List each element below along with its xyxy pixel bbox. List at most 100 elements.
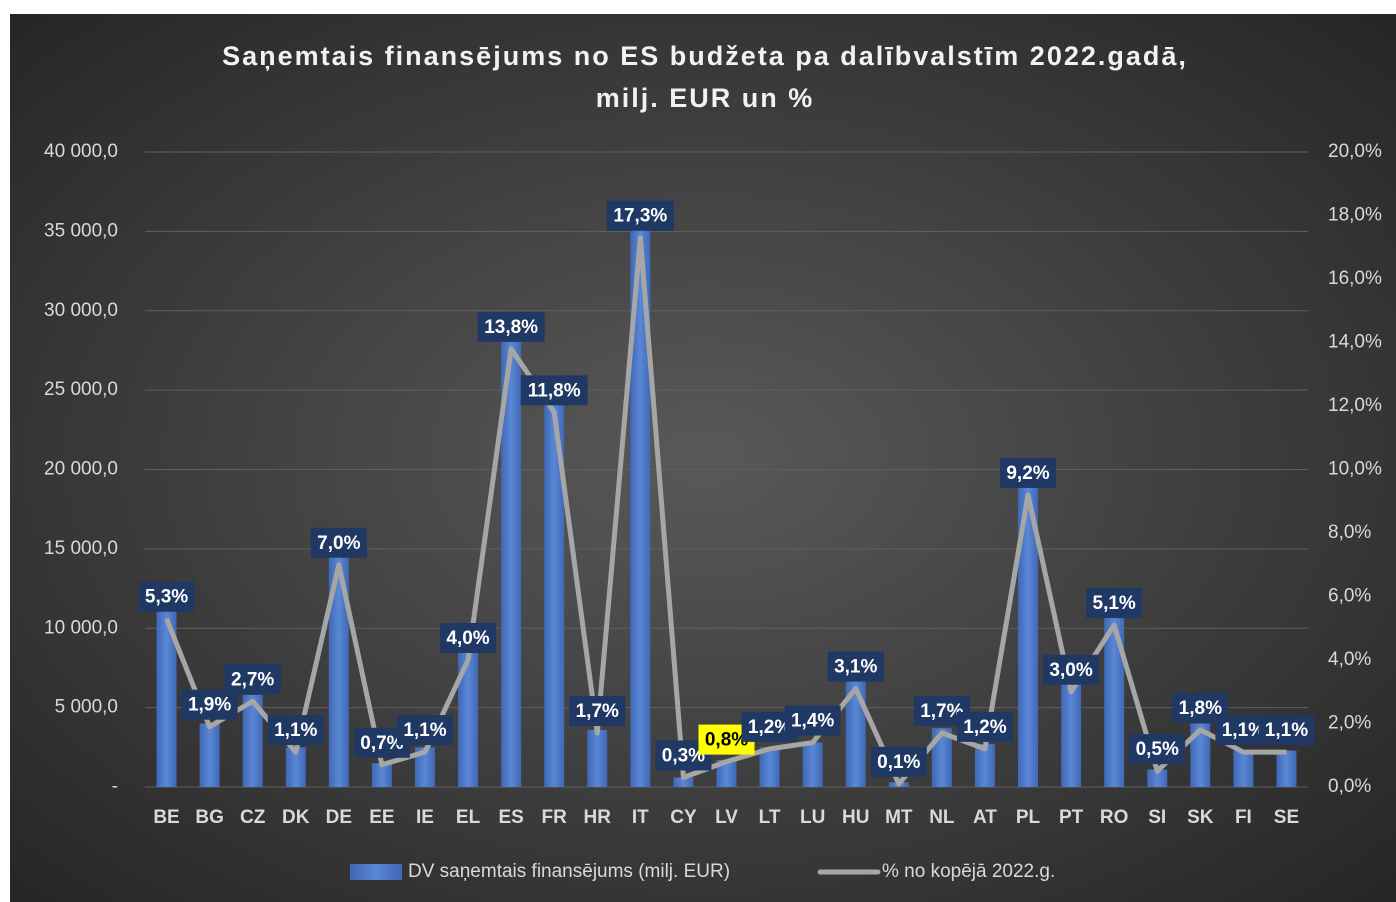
bar bbox=[501, 329, 522, 787]
data-label: 0,5% bbox=[1136, 739, 1179, 760]
data-label: 1,1% bbox=[1265, 720, 1308, 741]
bar bbox=[1061, 683, 1082, 787]
x-tick-label: PT bbox=[1059, 807, 1084, 828]
bar bbox=[156, 604, 177, 787]
bar bbox=[587, 729, 608, 787]
y-tick-label: 10 000,0 bbox=[44, 617, 118, 638]
data-label: 1,9% bbox=[188, 695, 231, 716]
data-label: 17,3% bbox=[613, 206, 667, 227]
x-tick-label: MT bbox=[885, 807, 913, 828]
data-label: 5,1% bbox=[1093, 593, 1136, 614]
x-tick-label: EE bbox=[369, 807, 394, 828]
data-label-box bbox=[267, 715, 324, 746]
bar bbox=[1104, 612, 1125, 787]
data-label: 0,8% bbox=[705, 730, 748, 751]
data-label-box bbox=[520, 375, 588, 406]
y2-tick-label: 2,0% bbox=[1328, 713, 1371, 734]
data-label: 1,4% bbox=[791, 711, 834, 732]
x-tick-label: BE bbox=[153, 807, 179, 828]
data-label: 3,0% bbox=[1049, 660, 1092, 681]
data-label: 1,7% bbox=[920, 701, 963, 722]
legend-swatch bbox=[350, 864, 402, 880]
bar bbox=[544, 394, 565, 787]
bar bbox=[630, 221, 651, 788]
y2-tick-label: 10,0% bbox=[1328, 459, 1382, 480]
data-label: 1,1% bbox=[1222, 720, 1265, 741]
x-tick-label: FR bbox=[542, 807, 568, 828]
y-tick-label: 35 000,0 bbox=[44, 220, 118, 241]
bar bbox=[458, 652, 479, 787]
x-tick-label: NL bbox=[929, 807, 955, 828]
bar bbox=[242, 694, 263, 787]
bar bbox=[1018, 477, 1039, 787]
x-tick-label: EL bbox=[456, 807, 481, 828]
y2-tick-label: 20,0% bbox=[1328, 141, 1382, 162]
y2-tick-label: 0,0% bbox=[1328, 776, 1371, 797]
bar bbox=[716, 760, 737, 787]
x-tick-label: CY bbox=[670, 807, 697, 828]
x-tick-label: BG bbox=[195, 807, 224, 828]
data-label-box bbox=[440, 623, 497, 653]
data-label: 3,1% bbox=[834, 657, 877, 678]
data-label-box bbox=[1086, 588, 1143, 619]
legend-label: % no kopējā 2022.g. bbox=[882, 861, 1055, 882]
data-label-box bbox=[138, 581, 195, 612]
data-label-box bbox=[396, 715, 453, 746]
data-label-box bbox=[310, 527, 367, 558]
y2-tick-label: 4,0% bbox=[1328, 649, 1371, 670]
x-tick-label: DE bbox=[326, 807, 352, 828]
data-label: 1,1% bbox=[403, 720, 446, 741]
chart-title: milj. EUR un % bbox=[596, 83, 815, 113]
data-label-box bbox=[569, 696, 626, 727]
data-label: 1,2% bbox=[748, 717, 791, 738]
data-label: 2,7% bbox=[231, 669, 274, 690]
y2-tick-label: 6,0% bbox=[1328, 586, 1371, 607]
y2-tick-label: 16,0% bbox=[1328, 268, 1382, 289]
data-label-box bbox=[870, 746, 927, 777]
y-tick-label: 40 000,0 bbox=[44, 141, 118, 162]
y-tick-label: 25 000,0 bbox=[44, 379, 118, 400]
bar bbox=[328, 548, 349, 787]
x-tick-label: LT bbox=[759, 807, 781, 828]
bar bbox=[1233, 750, 1254, 787]
bar bbox=[1147, 769, 1168, 787]
bar bbox=[931, 728, 952, 787]
data-label: 7,0% bbox=[317, 533, 360, 554]
x-tick-label: ES bbox=[498, 807, 523, 828]
x-tick-label: SI bbox=[1148, 807, 1166, 828]
data-label: 11,8% bbox=[528, 380, 581, 401]
y-tick-label: - bbox=[112, 776, 118, 797]
x-tick-label: RO bbox=[1100, 807, 1129, 828]
data-label: 0,7% bbox=[360, 733, 403, 754]
data-label: 1,1% bbox=[274, 720, 317, 741]
y2-tick-label: 8,0% bbox=[1328, 522, 1371, 543]
x-tick-label: LV bbox=[715, 807, 738, 828]
data-label-box bbox=[477, 311, 545, 342]
y2-tick-label: 14,0% bbox=[1328, 332, 1382, 353]
data-label: 9,2% bbox=[1006, 463, 1049, 484]
bar bbox=[285, 747, 306, 787]
x-tick-label: FI bbox=[1235, 807, 1252, 828]
data-label-box bbox=[1000, 457, 1057, 488]
x-tick-label: HU bbox=[842, 807, 869, 828]
bar bbox=[371, 763, 392, 787]
data-label: 1,2% bbox=[963, 717, 1006, 738]
y-tick-label: 15 000,0 bbox=[44, 538, 118, 559]
data-label-box bbox=[1043, 654, 1100, 685]
x-tick-label: CZ bbox=[240, 807, 266, 828]
data-label-box bbox=[181, 689, 238, 720]
line bbox=[164, 235, 1287, 787]
y2-tick-label: 18,0% bbox=[1328, 205, 1382, 226]
y-tick-label: 5 000,0 bbox=[55, 697, 118, 718]
data-label: 4,0% bbox=[446, 628, 489, 649]
data-label-box bbox=[224, 664, 281, 695]
data-label: 13,8% bbox=[484, 317, 538, 338]
legend-label: DV saņemtais finansējums (milj. EUR) bbox=[408, 861, 730, 882]
bar bbox=[414, 747, 435, 787]
data-label: 0,3% bbox=[662, 745, 705, 766]
bar bbox=[199, 723, 220, 787]
x-tick-label: AT bbox=[973, 807, 997, 828]
data-label: 1,8% bbox=[1179, 698, 1222, 719]
y2-tick-label: 12,0% bbox=[1328, 395, 1382, 416]
